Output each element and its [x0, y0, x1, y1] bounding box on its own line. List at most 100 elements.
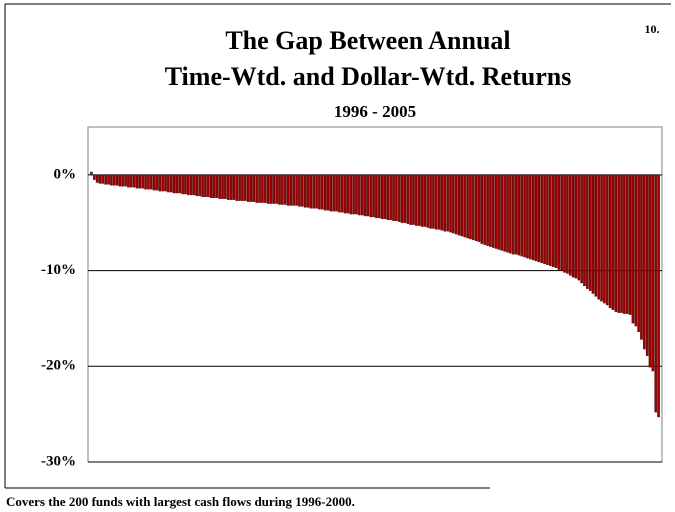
bar: [463, 174, 467, 238]
bar: [600, 174, 603, 302]
bar: [608, 174, 612, 309]
bar: [397, 174, 401, 222]
bar: [583, 174, 586, 287]
bar: [238, 174, 241, 201]
bar: [537, 174, 541, 263]
bar: [657, 174, 660, 418]
bar: [232, 174, 236, 200]
chart-title: The Gap Between Annual: [225, 26, 510, 55]
bar: [634, 174, 638, 327]
bar: [152, 174, 156, 191]
bar: [221, 174, 224, 199]
bar: [366, 174, 370, 217]
bar: [303, 174, 307, 208]
footnote: Covers the 200 funds with largest cash f…: [6, 494, 355, 509]
bar: [130, 174, 133, 188]
bar: [383, 174, 387, 220]
bar: [352, 174, 355, 215]
bar: [380, 174, 384, 220]
bar: [349, 174, 353, 215]
bar: [360, 174, 364, 216]
bar: [494, 174, 498, 249]
bar: [375, 174, 378, 219]
bar: [586, 174, 589, 289]
bar: [557, 174, 561, 270]
bar: [509, 174, 512, 254]
bar: [534, 174, 538, 262]
bar: [92, 174, 96, 180]
bar: [446, 174, 449, 232]
bar: [141, 174, 145, 189]
bar: [332, 174, 335, 212]
bar: [417, 174, 421, 226]
bar: [395, 174, 398, 221]
bar: [147, 174, 150, 190]
bar: [343, 174, 347, 214]
bar: [489, 174, 492, 247]
bar: [121, 174, 125, 187]
bar: [258, 174, 261, 203]
bar: [292, 174, 296, 206]
bar: [161, 174, 164, 192]
bar: [218, 174, 221, 199]
bar: [403, 174, 407, 223]
bar: [563, 174, 566, 273]
bar: [551, 174, 555, 267]
chart-subtitle: 1996 - 2005: [334, 102, 416, 121]
bar: [623, 174, 626, 314]
bar: [631, 174, 635, 324]
bar: [412, 174, 415, 225]
bar: [252, 174, 256, 202]
bar: [272, 174, 276, 204]
bar: [406, 174, 410, 224]
bar: [158, 174, 162, 192]
bar: [298, 174, 301, 207]
bar: [452, 174, 455, 234]
bar: [611, 174, 615, 310]
bar: [591, 174, 595, 294]
bar: [415, 174, 418, 226]
bar: [526, 174, 529, 259]
bar: [386, 174, 390, 220]
bar: [135, 174, 139, 189]
y-tick-label: -20%: [41, 358, 76, 374]
bar: [654, 174, 658, 413]
bar: [469, 174, 472, 240]
bar: [340, 174, 344, 213]
bar: [614, 174, 618, 312]
bar: [338, 174, 341, 213]
bar: [645, 174, 649, 356]
bar: [548, 174, 552, 266]
bar: [486, 174, 489, 246]
bar: [392, 174, 395, 221]
bar: [224, 174, 227, 199]
bar: [278, 174, 281, 205]
bar: [289, 174, 293, 206]
bar: [409, 174, 412, 225]
bar: [98, 174, 102, 184]
bar: [540, 174, 544, 264]
bar: [588, 174, 592, 291]
bar: [269, 174, 273, 204]
bar: [309, 174, 313, 209]
bar: [546, 174, 549, 265]
bar: [617, 174, 620, 313]
bar: [301, 174, 304, 207]
bar: [628, 174, 632, 315]
bar: [594, 174, 598, 297]
bar: [423, 174, 427, 227]
bar: [124, 174, 127, 187]
bar: [432, 174, 435, 229]
bar: [529, 174, 532, 260]
bar: [531, 174, 535, 261]
bar: [283, 174, 287, 205]
bar: [329, 174, 333, 212]
bar: [104, 174, 107, 185]
bar: [363, 174, 367, 217]
bar: [369, 174, 373, 218]
bar: [511, 174, 515, 255]
bar: [440, 174, 444, 231]
bar: [175, 174, 179, 194]
bar: [651, 174, 655, 372]
